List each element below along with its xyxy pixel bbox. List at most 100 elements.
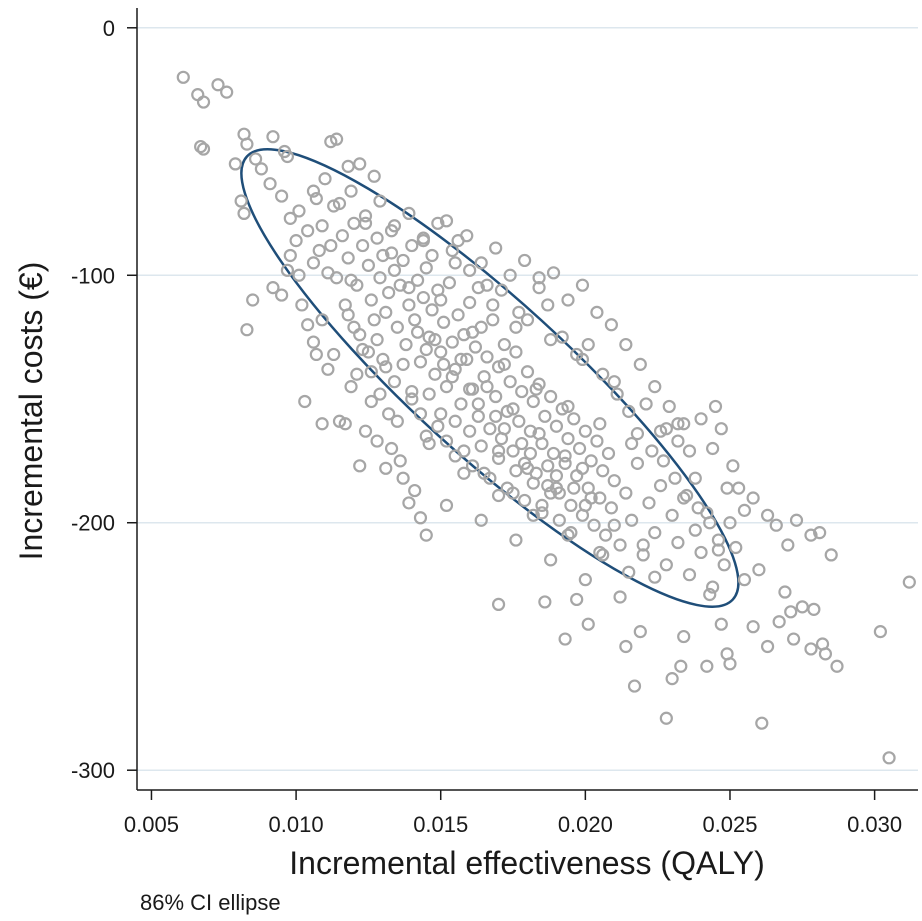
scatter-point (824, 548, 838, 562)
scatter-point (370, 434, 384, 448)
scatter-point (746, 491, 760, 505)
scatter-point (723, 516, 737, 530)
scatter-point (315, 417, 329, 431)
scatter-point (468, 340, 483, 354)
scatter-point (607, 518, 621, 532)
scatter-point (674, 659, 688, 673)
scatter-point (402, 206, 416, 220)
scatter-point (376, 352, 390, 367)
scatter-point (483, 471, 497, 485)
scatter-point (387, 375, 402, 389)
scatter-point (607, 474, 621, 488)
scatter-point (549, 419, 564, 433)
scatter-point (694, 545, 708, 560)
y-tick-label: -100 (71, 263, 115, 288)
scatter-point (457, 444, 471, 458)
scatter-point (341, 251, 355, 265)
scatter-point (700, 659, 714, 673)
scatter-point (497, 422, 511, 436)
scatter-point (694, 412, 708, 426)
scatter-point (486, 298, 500, 312)
scatter-point (717, 558, 731, 572)
scatter-point (726, 459, 740, 473)
scatter-point (390, 414, 404, 428)
scatter-point (289, 234, 303, 248)
scatter-point (787, 632, 801, 646)
scatter-point (682, 568, 697, 582)
scatter-point (471, 281, 485, 295)
scatter-point (434, 407, 448, 421)
scatter-point (630, 427, 645, 441)
scatter-point (419, 261, 433, 275)
scatter-point (544, 389, 558, 404)
scatter-point (509, 464, 523, 478)
scatter-point (240, 137, 254, 151)
scatter-point (882, 751, 896, 765)
scatter-point (358, 424, 373, 438)
scatter-point (396, 253, 410, 268)
scatter-point (772, 615, 786, 629)
scatter-point (463, 382, 477, 396)
scatter-point (439, 434, 454, 448)
scatter-point (613, 590, 627, 604)
scatter-point (558, 456, 572, 470)
scatter-point (457, 328, 471, 342)
scatter-point (630, 456, 645, 470)
scatter-point (555, 330, 569, 344)
scatter-point (480, 278, 494, 292)
scatter-point (711, 543, 726, 557)
scatter-point (353, 157, 367, 171)
scatter-point (194, 139, 208, 154)
scatter-point (691, 501, 705, 515)
scatter-point (601, 446, 616, 461)
scatter-point (526, 394, 540, 409)
scatter-point (486, 313, 500, 327)
scatter-point (642, 496, 656, 510)
scatter-point (593, 491, 607, 505)
scatter-point (682, 444, 697, 458)
scatter-point (653, 479, 668, 493)
scatter-point (364, 293, 378, 307)
scatter-point (636, 548, 650, 562)
scatter-point (347, 320, 361, 334)
scatter-point (451, 234, 465, 248)
scatter-point (402, 496, 416, 510)
scatter-point (364, 365, 378, 379)
x-axis-title: Incremental effectiveness (QALY) (289, 845, 764, 881)
scatter-point (544, 553, 558, 567)
scatter-point (474, 439, 488, 453)
scatter-point (607, 375, 621, 389)
ci-ellipse (240, 147, 740, 608)
scatter-point (509, 533, 523, 547)
scatter-point (280, 263, 295, 277)
scatter-point (480, 350, 494, 364)
scatter-point (306, 184, 321, 198)
scatter-point (515, 436, 529, 451)
scatter-point (393, 278, 407, 292)
scatter-point (720, 481, 734, 495)
scatter-point (552, 513, 566, 527)
scatter-point (356, 238, 370, 253)
scatter-point (211, 78, 225, 92)
scatter-point (408, 313, 422, 327)
scatter-point (535, 506, 549, 520)
scatter-point (677, 491, 691, 505)
scatter-point (405, 392, 419, 406)
scatter-point (454, 397, 468, 411)
scatter-point (665, 672, 679, 686)
scatter-point (804, 642, 818, 656)
scatter-point (428, 367, 442, 381)
scatter-point (364, 394, 378, 409)
scatter-point (283, 211, 297, 225)
scatter-point (367, 169, 381, 183)
scatter-point (465, 325, 480, 339)
scatter-point (439, 214, 454, 228)
scatter-point (329, 271, 344, 285)
scatter-point (520, 365, 535, 379)
scatter-point (769, 518, 783, 532)
ellipse-note: 86% CI ellipse (140, 890, 281, 915)
scatter-point (434, 293, 448, 307)
scatter-point (393, 454, 407, 468)
scatter-point (665, 508, 679, 522)
scatter-point (387, 219, 402, 233)
